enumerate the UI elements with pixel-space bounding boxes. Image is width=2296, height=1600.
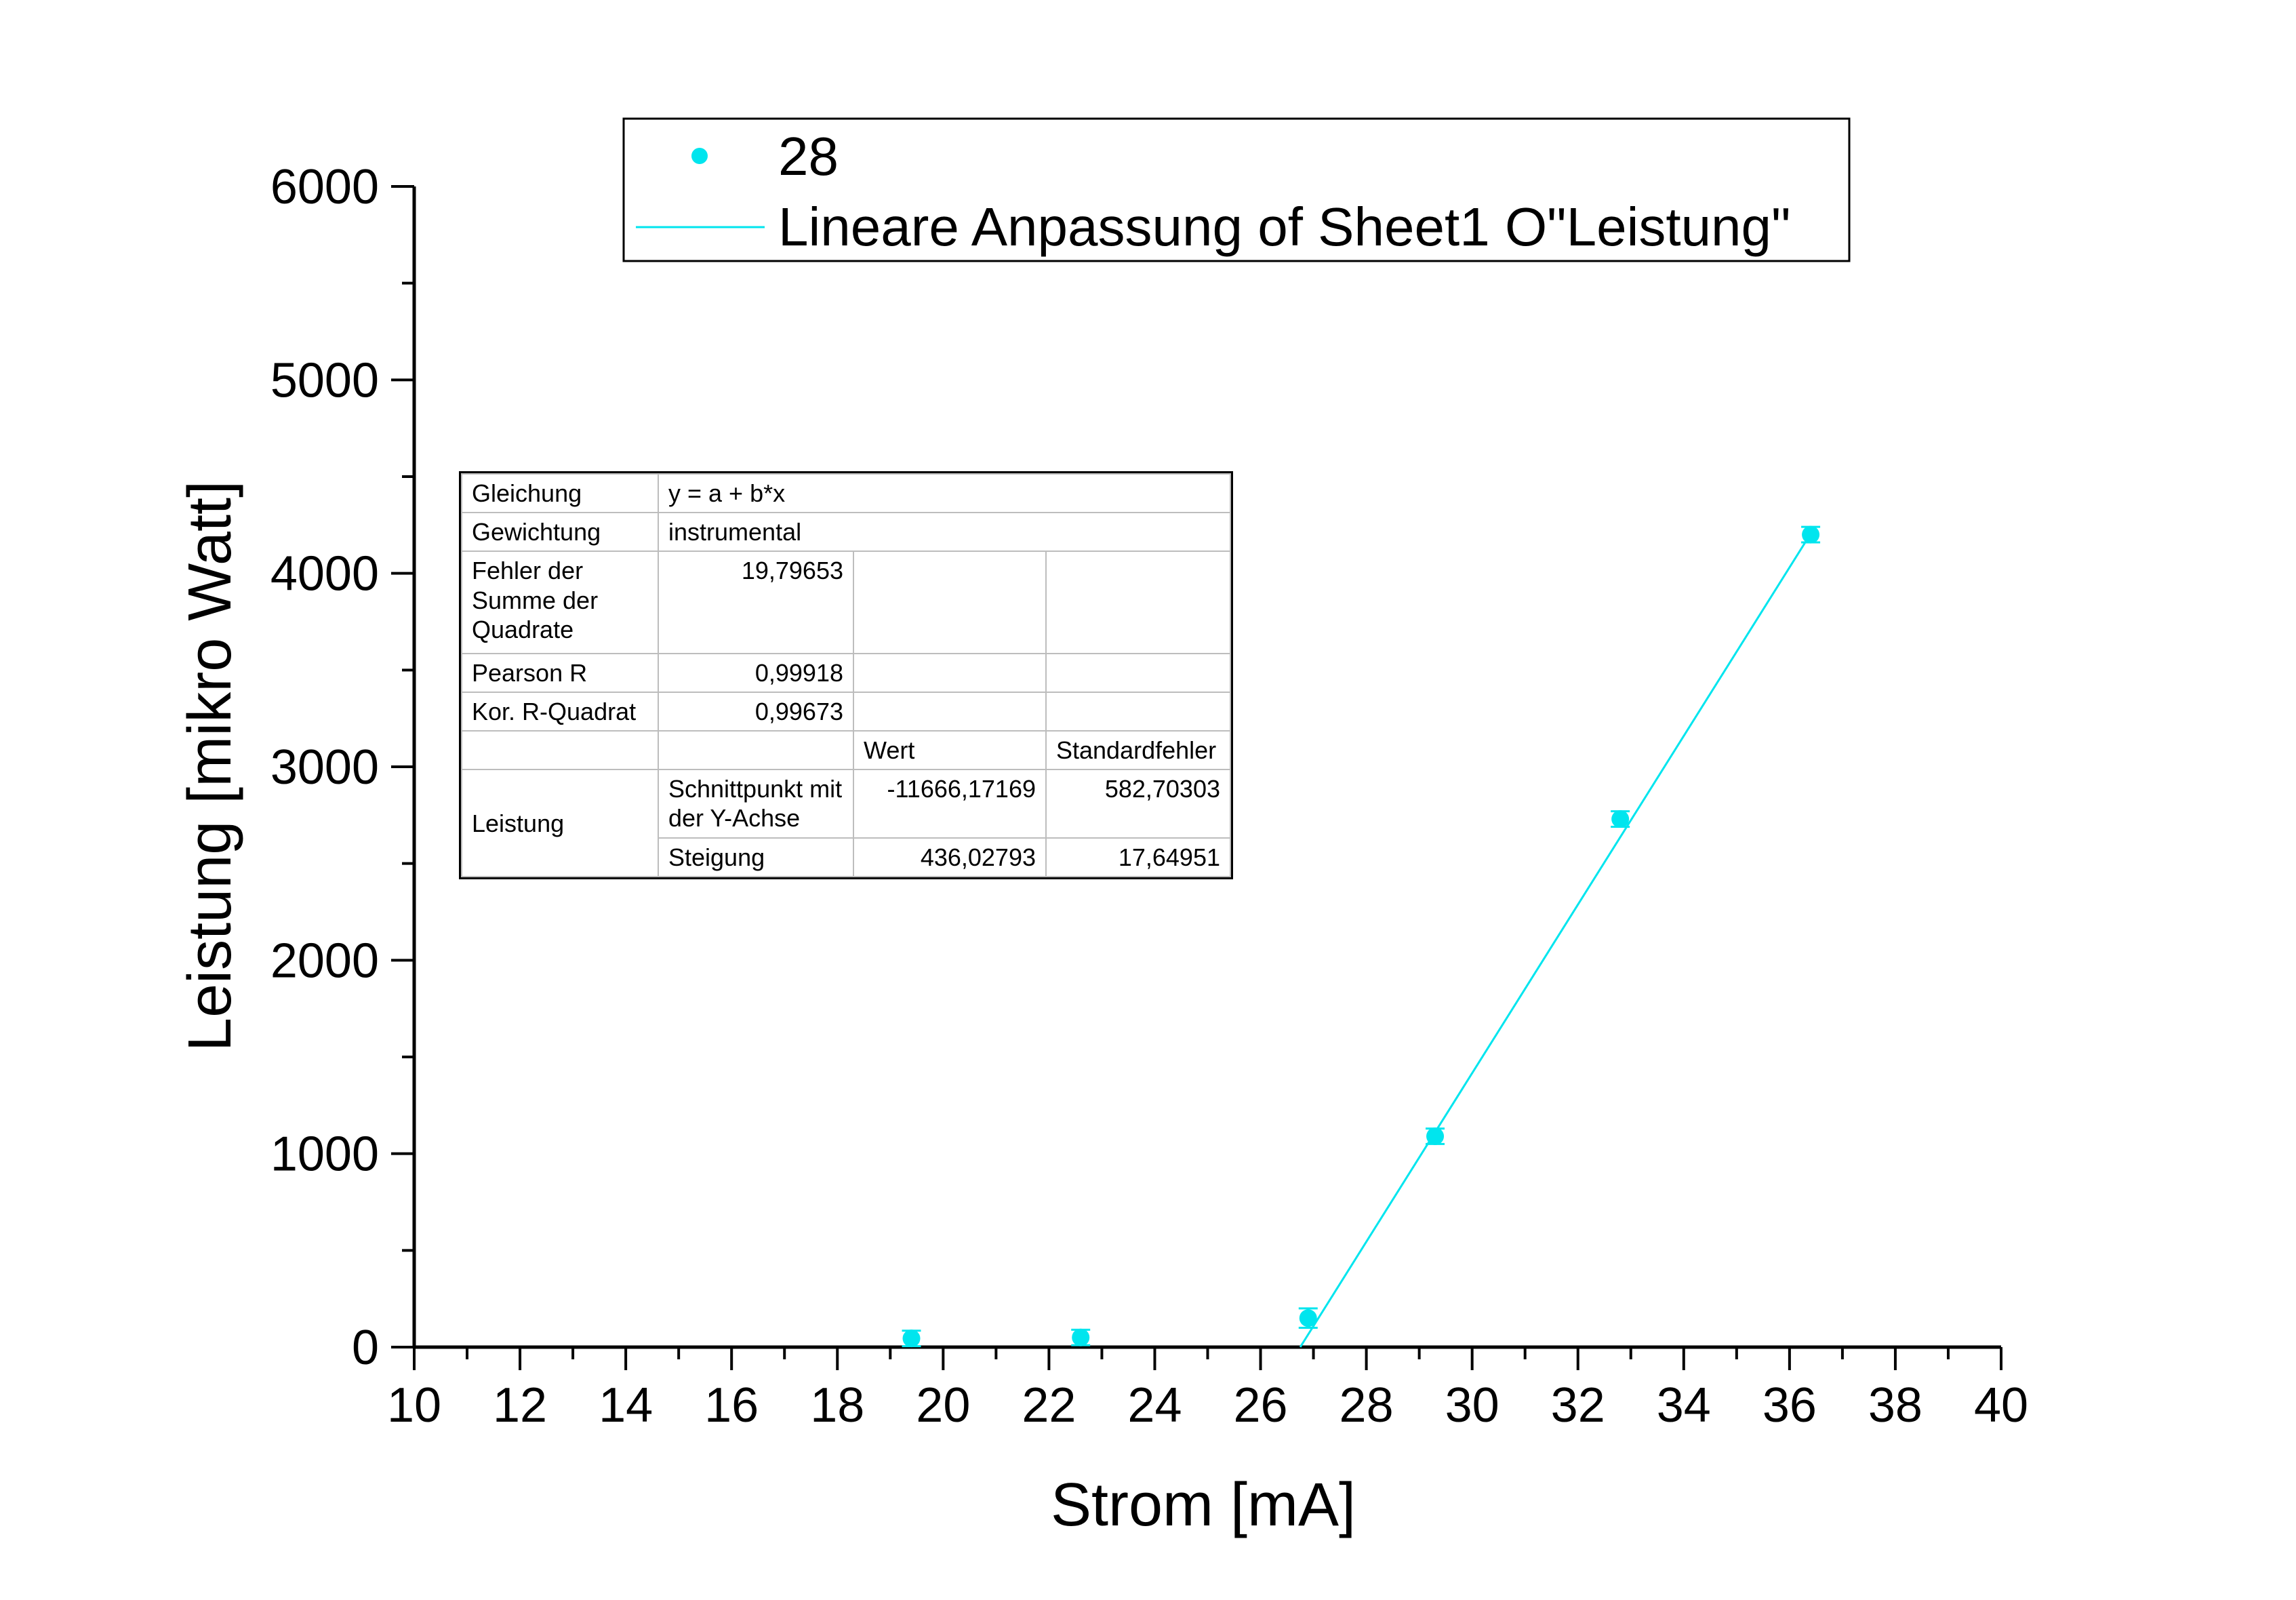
x-tick-label: 12 <box>493 1378 547 1433</box>
y-axis-label: Leistung [mikro Watt] <box>176 481 244 1052</box>
x-tick-label: 36 <box>1763 1378 1817 1433</box>
y-tick-label: 1000 <box>270 1127 379 1182</box>
table-header-error: Standardfehler <box>1045 730 1231 771</box>
legend-label-line: Lineare Anpassung of Sheet1 O"Leistung" <box>778 197 1790 257</box>
y-tick-label: 0 <box>352 1321 379 1375</box>
y-tick-label: 5000 <box>270 353 379 407</box>
x-tick-label: 22 <box>1022 1378 1076 1433</box>
table-cell <box>853 551 1047 654</box>
table-cell: Schnittpunkt mit der Y-Achse <box>658 769 854 839</box>
data-point <box>1802 525 1820 544</box>
table-cell <box>658 730 854 771</box>
x-tick-label: 20 <box>916 1378 970 1433</box>
x-tick-label: 28 <box>1340 1378 1394 1433</box>
table-cell <box>853 691 1047 732</box>
data-marks <box>902 525 1821 1348</box>
table-cell <box>1045 691 1231 732</box>
table-header-value: Wert <box>853 730 1047 771</box>
table-row: Pearson R 0,99918 <box>461 652 1231 693</box>
x-tick-label: 24 <box>1127 1378 1182 1433</box>
y-tick-label: 2000 <box>270 934 379 988</box>
legend: 28 Lineare Anpassung of Sheet1 O"Leistun… <box>622 117 1851 262</box>
table-cell: Gewichtung <box>461 512 659 553</box>
x-tick-label: 30 <box>1445 1378 1499 1433</box>
legend-box <box>622 117 1851 262</box>
table-cell <box>461 730 659 771</box>
legend-marker-scatter <box>691 148 708 164</box>
y-ticks: 0 1000 2000 3000 4000 5000 6000 <box>270 160 414 1375</box>
table-cell: Kor. R-Quadrat <box>461 691 659 732</box>
table-cell: Steigung <box>658 837 854 878</box>
x-tick-label: 18 <box>810 1378 864 1433</box>
table-row: Steigung 436,02793 17,64951 <box>462 837 1231 878</box>
table-cell: -11666,17169 <box>853 769 1047 839</box>
legend-label-scatter: 28 <box>778 126 839 186</box>
data-point <box>1611 810 1630 828</box>
x-tick-label: 10 <box>387 1378 441 1433</box>
table-cell: 0,99918 <box>658 652 854 693</box>
table-cell: 436,02793 <box>853 837 1047 878</box>
x-ticks: 10 12 14 16 18 20 22 24 26 28 30 32 34 36 38 40 <box>387 1347 2028 1433</box>
x-tick-label: 32 <box>1551 1378 1605 1433</box>
y-tick-label: 6000 <box>270 160 379 214</box>
data-point <box>1426 1127 1445 1145</box>
table-cell: 17,64951 <box>1045 837 1231 878</box>
table-cell <box>1045 551 1231 654</box>
fit-results-table: Gleichung y = a + b*x Gewichtung instrum… <box>459 471 1233 879</box>
table-cell: 19,79653 <box>658 551 854 654</box>
y-tick-label: 3000 <box>270 740 379 795</box>
table-cell <box>853 652 1047 693</box>
table-cell: Fehler der Summe der Quadrate <box>461 551 659 654</box>
data-point <box>902 1329 921 1348</box>
table-row: Gleichung y = a + b*x <box>461 473 1231 514</box>
table-cell: Pearson R <box>461 652 659 693</box>
x-tick-label: 38 <box>1868 1378 1922 1433</box>
table-row: Gewichtung instrumental <box>461 512 1231 553</box>
y-tick-label: 4000 <box>270 547 379 601</box>
data-point <box>1072 1328 1090 1346</box>
x-tick-label: 14 <box>599 1378 653 1433</box>
table-cell <box>1045 652 1231 693</box>
x-tick-label: 26 <box>1233 1378 1287 1433</box>
table-row: Kor. R-Quadrat 0,99673 <box>461 691 1231 732</box>
table-row: Leistung Schnittpunkt mit der Y-Achse -1… <box>461 769 1231 877</box>
x-tick-label: 34 <box>1657 1378 1711 1433</box>
fit-line <box>1299 533 1812 1348</box>
table-cell: 582,70303 <box>1045 769 1231 839</box>
table-row: Wert Standardfehler <box>461 730 1231 771</box>
table-cell: instrumental <box>658 512 1231 553</box>
x-axis-label: Strom [mA] <box>1051 1471 1356 1539</box>
x-tick-label: 16 <box>704 1378 759 1433</box>
data-point <box>1299 1309 1317 1327</box>
table-row: Fehler der Summe der Quadrate 19,79653 <box>461 551 1231 654</box>
table-cell: Leistung <box>461 769 659 877</box>
x-tick-label: 40 <box>1974 1378 2028 1433</box>
table-cell: Gleichung <box>461 473 659 514</box>
table-cell: y = a + b*x <box>658 473 1231 514</box>
table-cell: 0,99673 <box>658 691 854 732</box>
